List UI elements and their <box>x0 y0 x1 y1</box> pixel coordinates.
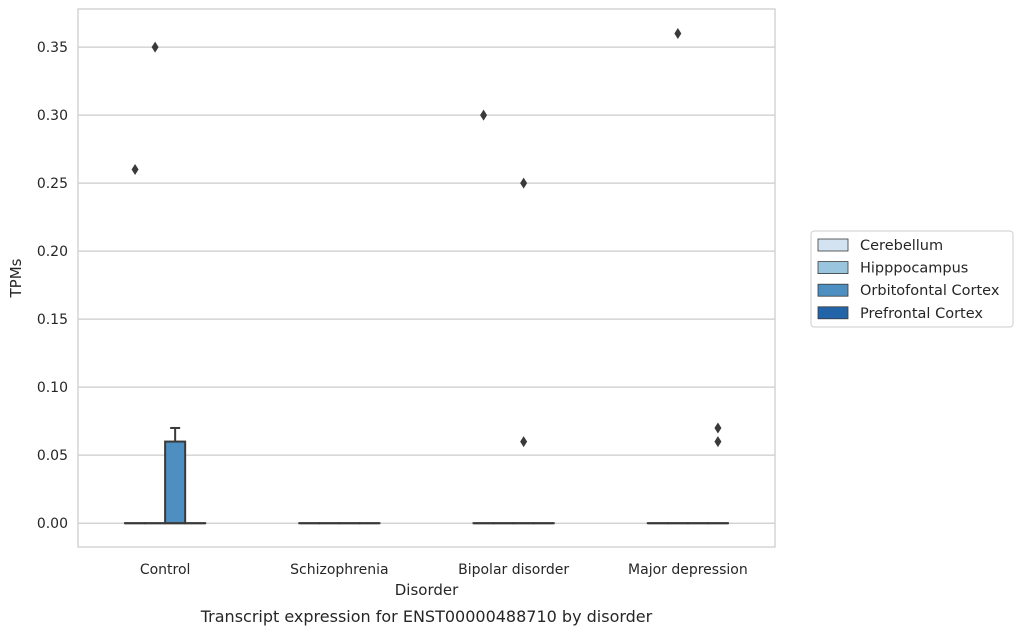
legend-label: Hipppocampus <box>860 261 968 277</box>
gridlines <box>78 46 775 524</box>
box-hipppocampus <box>144 41 167 525</box>
outlier-point <box>520 177 528 189</box>
outlier-point <box>520 436 528 448</box>
outlier-point <box>714 436 722 448</box>
y-tick-label: 0.05 <box>37 448 68 464</box>
outlier-point <box>131 164 139 176</box>
box-orbitofontal-cortex <box>512 177 535 525</box>
y-axis-ticks: 0.00 0.05 0.10 0.15 0.20 0.25 0.30 0.35 <box>37 40 68 532</box>
box-orbitofontal-cortex <box>164 426 187 525</box>
x-tick-label: Bipolar disorder <box>458 562 569 578</box>
box-body <box>164 440 187 525</box>
box-cerebellum <box>472 109 495 525</box>
x-tick-label: Control <box>140 562 191 578</box>
boxes <box>124 27 729 525</box>
legend-swatch <box>817 261 849 275</box>
box-prefrontal-cortex <box>706 422 729 525</box>
legend-label: Orbitofontal Cortex <box>860 283 1000 299</box>
outlier-point <box>714 422 722 434</box>
legend-items: Cerebellum Hipppocampus Orbitofontal Corte… <box>817 238 1000 322</box>
y-tick-label: 0.15 <box>37 312 68 328</box>
y-tick-label: 0.00 <box>37 516 68 532</box>
x-tick-label: Schizophrenia <box>290 562 388 578</box>
outlier-point <box>674 27 682 39</box>
x-axis-label: Disorder <box>395 581 459 599</box>
legend-label: Prefrontal Cortex <box>860 306 983 322</box>
chart-caption: Transcript expression for ENST0000048871… <box>200 607 653 626</box>
y-axis-label: TPMs <box>7 258 25 298</box>
legend: Cerebellum Hipppocampus Orbitofontal Corte… <box>810 230 1014 328</box>
legend-swatch <box>817 238 849 252</box>
legend-swatch <box>817 306 849 320</box>
outlier-point <box>480 109 488 121</box>
y-tick-label: 0.35 <box>37 40 68 56</box>
legend-swatch <box>817 283 849 297</box>
y-tick-label: 0.25 <box>37 176 68 192</box>
box-hipppocampus <box>666 27 689 525</box>
outlier-point <box>151 41 159 53</box>
x-tick-label: Major depression <box>628 562 748 578</box>
y-tick-label: 0.10 <box>37 380 68 396</box>
plot-area-frame <box>77 8 776 548</box>
y-tick-label: 0.20 <box>37 244 68 260</box>
y-tick-label: 0.30 <box>37 108 68 124</box>
box-cerebellum <box>124 164 147 525</box>
x-axis-ticks: Control Schizophrenia Bipolar disorder Majo… <box>140 562 748 578</box>
legend-label: Cerebellum <box>860 238 943 254</box>
legend-frame <box>810 230 1014 328</box>
